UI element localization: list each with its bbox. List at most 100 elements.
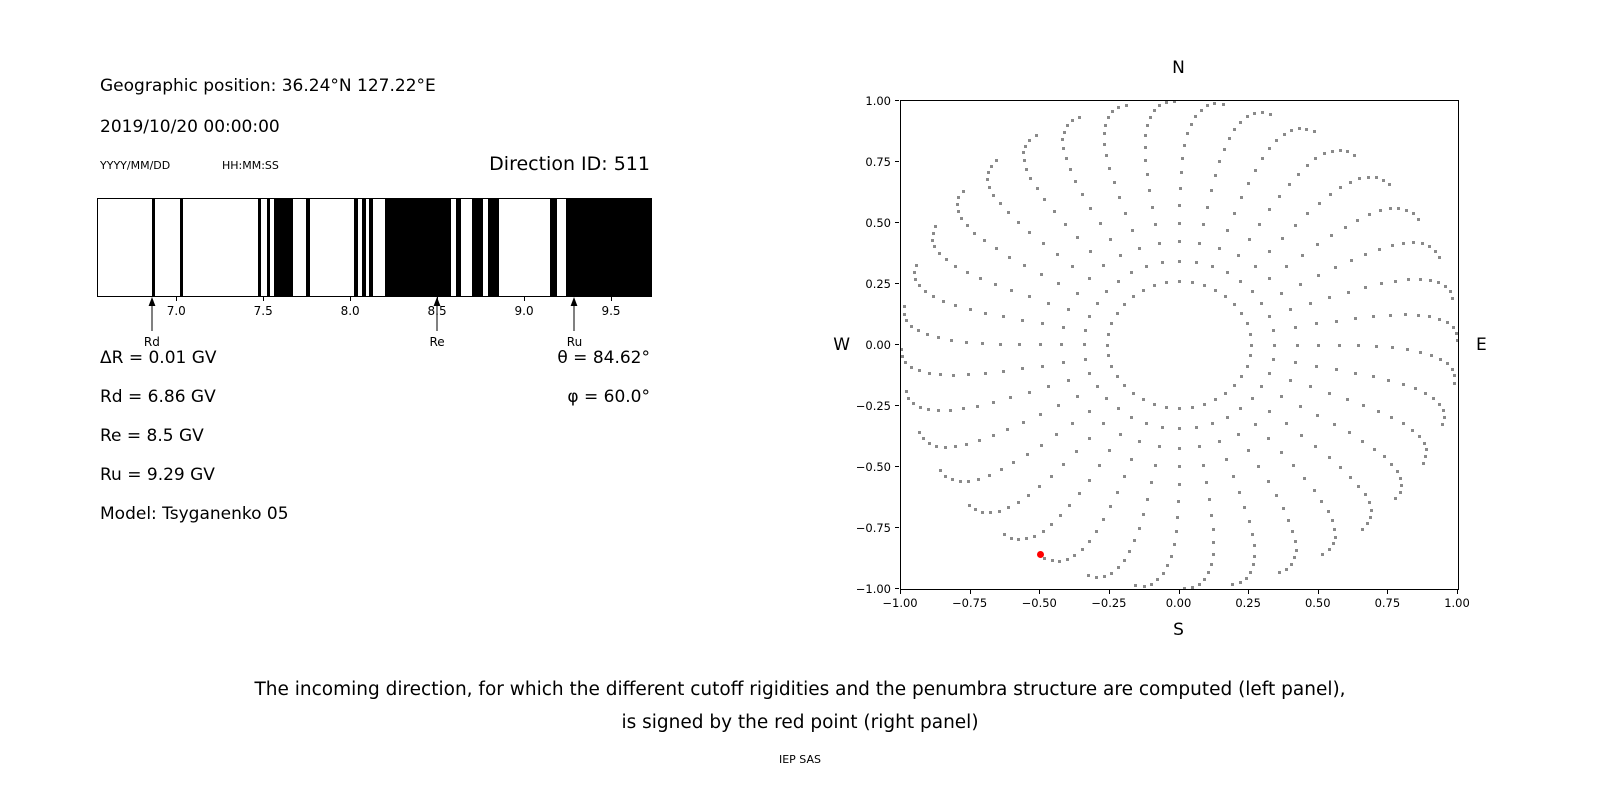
direction-dot — [1161, 425, 1165, 429]
direction-dot — [1141, 398, 1145, 402]
y-tick-mark — [895, 344, 899, 345]
direction-dot — [1305, 164, 1309, 168]
direction-dot — [1245, 576, 1248, 580]
direction-dot — [1239, 120, 1243, 124]
direction-dot — [1266, 479, 1270, 483]
direction-dot — [1345, 397, 1349, 401]
direction-dot — [1349, 475, 1353, 479]
direction-dot — [1418, 277, 1422, 281]
direction-dot — [1413, 387, 1417, 391]
direction-dot — [1153, 463, 1157, 467]
direction-dot — [912, 402, 916, 406]
direction-dot — [1123, 211, 1127, 215]
direction-dot — [1277, 571, 1281, 575]
direction-dot — [977, 439, 981, 443]
direction-dot — [1390, 244, 1394, 248]
penumbra-band — [179, 199, 184, 296]
direction-dot — [989, 164, 993, 168]
direction-dot — [1282, 133, 1286, 137]
direction-dot — [1202, 223, 1206, 227]
direction-dot — [1279, 291, 1283, 295]
direction-dot — [1038, 343, 1042, 347]
direction-dot — [1308, 385, 1312, 389]
direction-dot — [1281, 506, 1285, 510]
cutoff-marker-label: Ru — [566, 335, 583, 349]
direction-dot — [1174, 530, 1178, 534]
direction-dot — [1371, 375, 1375, 379]
direction-dot — [1157, 241, 1161, 245]
direction-dot — [1293, 325, 1297, 329]
direction-dot — [1456, 339, 1458, 343]
direction-dot — [1122, 302, 1126, 306]
direction-dot — [1374, 345, 1378, 349]
direction-dot — [1211, 552, 1215, 556]
direction-dot — [1339, 465, 1343, 469]
direction-dot — [1328, 296, 1332, 300]
direction-dot — [948, 408, 952, 412]
direction-dot — [1290, 562, 1294, 566]
direction-dot — [1128, 550, 1132, 554]
direction-dot — [1108, 237, 1112, 241]
direction-dot — [1009, 536, 1013, 540]
penumbra-band — [471, 199, 484, 296]
direction-dot — [1094, 529, 1098, 533]
direction-dot — [1145, 173, 1149, 177]
direction-dot — [1027, 390, 1031, 394]
direction-dot — [1076, 291, 1080, 295]
direction-dot — [1260, 385, 1264, 389]
direction-dot — [1110, 571, 1114, 575]
direction-dot — [1298, 282, 1302, 286]
x-tick-label: 0.25 — [1235, 596, 1261, 610]
direction-dot — [1016, 500, 1020, 504]
direction-dot — [1239, 407, 1243, 411]
direction-dot — [1039, 413, 1043, 417]
direction-dot — [1331, 519, 1335, 523]
direction-dot — [1240, 196, 1244, 200]
direction-dot — [1006, 428, 1010, 432]
direction-dot — [1453, 374, 1457, 378]
direction-dot — [1117, 106, 1121, 110]
direction-dot — [917, 284, 921, 288]
direction-dot — [1349, 180, 1353, 184]
direction-dot — [1057, 282, 1061, 286]
direction-dot — [1145, 421, 1149, 425]
direction-dot — [1267, 372, 1271, 376]
direction-id-text: Direction ID: 511 — [489, 153, 650, 175]
direction-dot — [1290, 129, 1294, 133]
direction-dot — [1198, 241, 1202, 245]
direction-dot — [1107, 332, 1110, 336]
direction-dot — [1073, 553, 1077, 557]
direction-dot — [954, 264, 958, 268]
direction-dot — [1040, 364, 1044, 368]
direction-dot — [1178, 203, 1182, 207]
direction-dot — [1268, 409, 1272, 413]
direction-dot — [1041, 241, 1045, 245]
direction-dot — [1428, 278, 1432, 282]
direction-dot — [1133, 539, 1137, 543]
direction-dot — [1253, 264, 1257, 268]
direction-dot — [936, 336, 940, 340]
direction-dot — [992, 193, 996, 197]
x-tick-mark — [611, 297, 612, 301]
direction-dot — [1212, 541, 1216, 545]
direction-dot — [1087, 277, 1091, 281]
direction-dot — [1137, 527, 1141, 531]
direction-dot — [957, 196, 961, 200]
direction-dot — [1357, 344, 1360, 348]
direction-dot — [1210, 189, 1214, 193]
direction-dot — [1218, 246, 1222, 250]
direction-dot — [1207, 571, 1211, 575]
direction-dot — [1106, 116, 1110, 120]
direction-dot — [931, 231, 935, 235]
direction-dot — [1260, 111, 1264, 115]
direction-dot — [1043, 198, 1047, 202]
y-tick-label: 0.75 — [865, 155, 891, 169]
direction-dot — [984, 311, 988, 315]
direction-dot — [986, 171, 990, 175]
direction-dot — [1390, 462, 1394, 466]
direction-dot — [1363, 286, 1367, 290]
direction-dot — [1267, 250, 1271, 254]
direction-dot — [1134, 584, 1138, 588]
direction-dot — [1172, 543, 1176, 547]
caption-line-2: is signed by the red point (right panel) — [621, 712, 979, 733]
